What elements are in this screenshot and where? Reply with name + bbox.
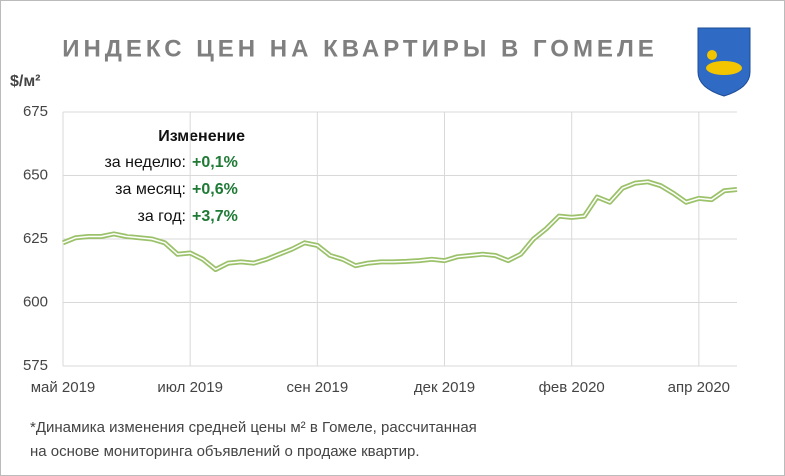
y-tick-label: 675: [23, 103, 48, 120]
footnote: на основе мониторинга объявлений о прода…: [30, 443, 420, 460]
change-box: Изменение за неделю: +0,1% за месяц: +0,6% з…: [104, 128, 245, 225]
y-tick-label: 600: [23, 293, 48, 310]
x-tick-label: май 2019: [31, 379, 96, 396]
y-tick-label: 625: [23, 230, 48, 247]
change-label: за месяц:: [115, 181, 186, 198]
line-highlight: [62, 181, 738, 271]
chart-title: ИНДЕКС ЦЕН НА КВАРТИРЫ В ГОМЕЛЕ: [62, 35, 658, 62]
y-tick-label: 650: [23, 166, 48, 183]
change-label: за год:: [138, 208, 187, 225]
change-value: +0,6%: [192, 181, 238, 198]
y-tick-label: 575: [23, 357, 48, 374]
y-axis-label: $/м²: [10, 73, 41, 90]
change-value: +0,1%: [192, 154, 238, 171]
emblem: [697, 27, 751, 97]
grid: [62, 111, 737, 367]
x-tick-label: дек 2019: [414, 379, 475, 396]
x-tick-label: фев 2020: [539, 379, 605, 396]
change-title: Изменение: [158, 128, 245, 145]
change-value: +3,7%: [192, 208, 238, 225]
x-tick-label: июл 2019: [157, 379, 223, 396]
x-tick-label: сен 2019: [287, 379, 349, 396]
change-label: за неделю:: [104, 154, 186, 171]
x-tick-label: апр 2020: [668, 379, 730, 396]
footnote: *Динамика изменения средней цены м² в Го…: [30, 419, 477, 436]
